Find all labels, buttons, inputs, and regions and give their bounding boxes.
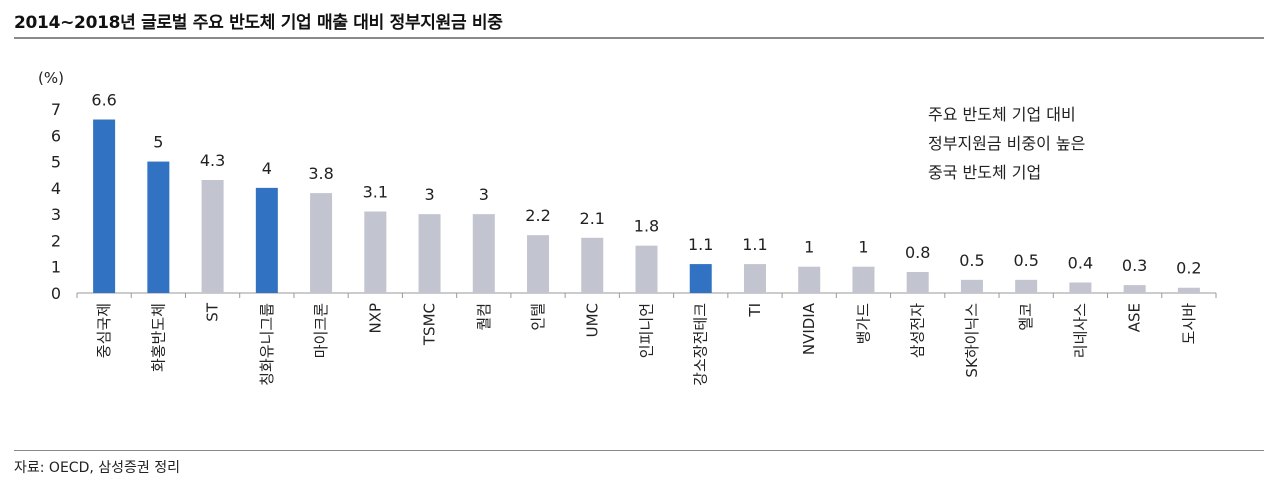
x-category-label: 화홍반도체 — [149, 303, 167, 372]
x-category-label: 인피니언 — [638, 303, 656, 358]
x-category-label: 뱅가드 — [854, 303, 872, 345]
y-tick-label: 4 — [51, 179, 61, 198]
chart-annotation: 주요 반도체 기업 대비 정부지원금 비중이 높은 중국 반도체 기업 — [928, 100, 1085, 187]
bar — [689, 264, 712, 293]
bar-value-label: 2.1 — [580, 209, 605, 228]
x-category-label: UMC — [583, 303, 601, 337]
title-divider — [14, 37, 1264, 39]
bar-value-label: 4.3 — [200, 151, 225, 170]
bar-value-label: 1.1 — [742, 235, 767, 254]
bar — [581, 237, 604, 293]
bar — [906, 271, 929, 293]
chart-title: 2014~2018년 글로벌 주요 반도체 기업 매출 대비 정부지원금 비중 — [14, 13, 503, 33]
bar — [960, 279, 983, 293]
x-category-label: 도시바 — [1180, 303, 1198, 345]
bar-value-label: 0.2 — [1176, 259, 1201, 278]
bar-value-label: 0.4 — [1068, 253, 1093, 272]
bars-group: 6.6 5 4.3 4 3.8 3.1 3 3 2.2 2.1 1.8 1.1 1.1 1 1 0.8 0.5 0… — [91, 91, 1202, 293]
source-note: 자료: OECD, 삼성증권 정리 — [14, 460, 180, 476]
x-category-label: 리네사스 — [1071, 303, 1089, 358]
bar — [201, 179, 224, 293]
bar — [743, 264, 766, 293]
bar — [798, 266, 821, 293]
bar-value-label: 3.8 — [308, 164, 333, 183]
x-category-label: NXP — [366, 303, 384, 334]
bar — [527, 235, 550, 293]
bar — [1069, 282, 1092, 293]
y-tick-label: 3 — [51, 205, 61, 224]
bar-value-label: 4 — [262, 159, 272, 178]
bar-value-label: 3 — [424, 185, 434, 204]
bar — [472, 214, 495, 293]
x-category-label: ST — [204, 302, 222, 322]
bar — [255, 187, 278, 293]
x-category-label: 인텔 — [529, 303, 547, 331]
x-category-label: TI — [746, 303, 764, 318]
annotation-line-2: 정부지원금 비중이 높은 — [928, 134, 1086, 153]
x-category-label: 삼성전자 — [909, 303, 927, 358]
x-category-label: 엘코 — [1017, 303, 1035, 331]
bar-value-label: 0.5 — [959, 251, 984, 270]
bar-value-label: 0.8 — [905, 243, 930, 262]
bar — [1177, 287, 1200, 293]
bar — [1015, 279, 1038, 293]
bar-value-label: 0.5 — [1013, 251, 1038, 270]
bar — [93, 119, 116, 293]
x-category-label: NVIDIA — [800, 302, 818, 355]
x-category-label: 중심국제 — [95, 303, 113, 358]
bar-value-label: 5 — [153, 133, 163, 152]
footer-divider — [14, 450, 1264, 451]
bar-value-label: 6.6 — [91, 91, 116, 110]
y-tick-label: 5 — [51, 153, 61, 172]
x-axis: 중심국제 화홍반도체 ST 칭화유니그룹 마이크론 NXP TSMC 퀄컴 인텔 UMC 인피니언 강… — [76, 293, 1217, 386]
x-category-label: SK하이닉스 — [963, 303, 981, 378]
bar-value-label: 1 — [858, 238, 868, 257]
x-category-label: TSMC — [421, 303, 439, 346]
bar — [418, 214, 441, 293]
bar — [364, 211, 387, 293]
x-category-label: 강소장전테크 — [692, 303, 710, 386]
annotation-line-1: 주요 반도체 기업 대비 — [928, 105, 1076, 124]
x-category-label: 칭화유니그룹 — [258, 303, 276, 386]
bar-value-label: 3.1 — [363, 183, 388, 202]
annotation-line-3: 중국 반도체 기업 — [928, 163, 1042, 182]
bar — [635, 245, 658, 293]
bar — [1123, 285, 1146, 293]
x-category-label: ASE — [1126, 303, 1144, 332]
y-tick-label: 0 — [51, 284, 61, 303]
bar-chart: (%) 0 1 2 3 4 5 6 7 6.6 5 4.3 4 3.8 3.1 3 3 2.2 2.1 1.8 1.1… — [38, 69, 1217, 386]
y-axis-unit-label: (%) — [38, 69, 64, 87]
bar — [147, 161, 170, 293]
y-tick-label: 2 — [51, 231, 61, 250]
y-tick-label: 6 — [51, 126, 61, 145]
bar-value-label: 2.2 — [525, 206, 550, 225]
bar-value-label: 0.3 — [1122, 256, 1147, 275]
x-category-label: 마이크론 — [312, 303, 330, 358]
bar — [852, 266, 875, 293]
bar-value-label: 1.1 — [688, 235, 713, 254]
bar-value-label: 1.8 — [634, 217, 659, 236]
bar — [310, 193, 333, 293]
y-tick-label: 1 — [51, 258, 61, 277]
bar-value-label: 3 — [479, 185, 489, 204]
y-tick-label: 7 — [51, 100, 61, 119]
x-category-label: 퀄컴 — [475, 303, 493, 331]
bar-value-label: 1 — [804, 238, 814, 257]
